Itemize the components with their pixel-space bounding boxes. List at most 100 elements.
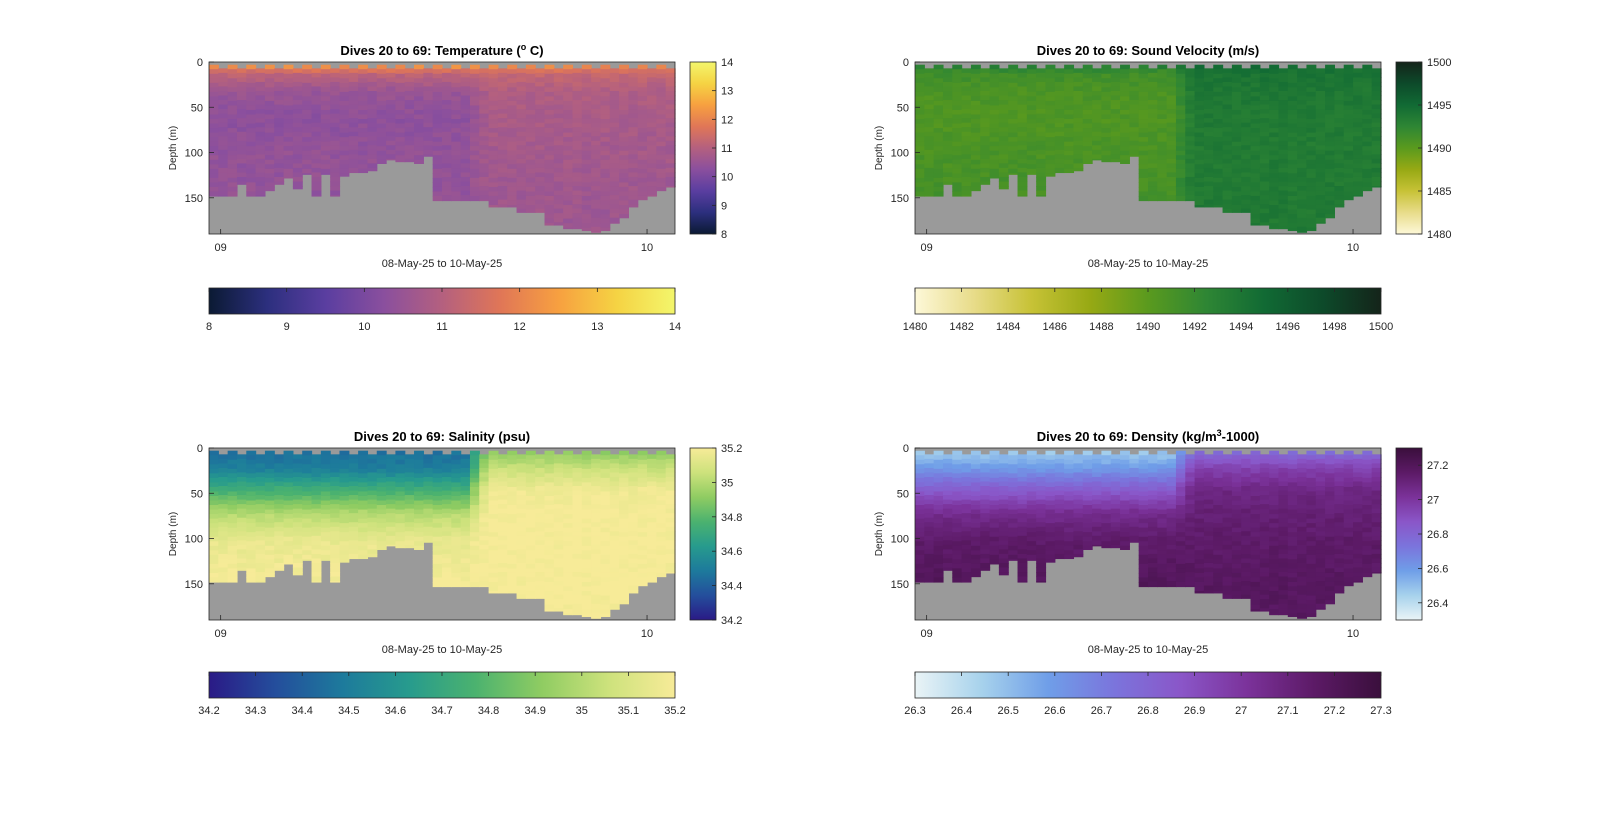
heatmap-cell (312, 127, 322, 132)
heatmap-cell (1232, 133, 1242, 138)
heatmap-cell (293, 150, 303, 155)
heatmap-cell (451, 528, 461, 533)
heatmap-cell (619, 87, 629, 92)
heatmap-cell (582, 460, 592, 465)
heatmap-cell (209, 514, 219, 519)
heatmap-cell (395, 546, 405, 548)
heatmap-cell (563, 101, 573, 106)
heatmap-cell (358, 74, 368, 79)
heatmap-cell (971, 451, 981, 456)
heatmap-cell (246, 110, 256, 115)
heatmap-cell (572, 454, 582, 459)
heatmap-cell (479, 195, 489, 200)
heatmap-cell (367, 123, 377, 128)
heatmap-cell (1223, 204, 1233, 209)
heatmap-cell (1045, 505, 1055, 510)
heatmap-cell (1260, 191, 1270, 196)
heatmap-cell (1176, 164, 1186, 169)
heatmap-cell (647, 481, 657, 486)
heatmap-cell (349, 136, 359, 141)
heatmap-cell (600, 505, 610, 510)
heatmap-cell (943, 68, 953, 73)
heatmap-cell (600, 128, 610, 133)
heatmap-cell (498, 558, 508, 563)
heatmap-cell (1045, 65, 1055, 70)
heatmap-cell (367, 118, 377, 123)
heatmap-cell (582, 101, 592, 106)
heatmap-cell (971, 573, 981, 577)
heatmap-cell (535, 73, 545, 78)
heatmap-cell (971, 491, 981, 496)
heatmap-cell (610, 213, 620, 218)
heatmap-cell (1055, 73, 1065, 78)
heatmap-cell (1036, 527, 1046, 532)
heatmap-cell (312, 518, 322, 523)
heatmap-cell (1055, 105, 1065, 110)
heatmap-cell (1195, 182, 1205, 187)
heatmap-cell (934, 451, 944, 456)
heatmap-cell (666, 531, 676, 536)
heatmap-cell (442, 504, 452, 509)
heatmap-cell (470, 541, 480, 546)
heatmap-cell (943, 150, 953, 155)
heatmap-cell (526, 491, 536, 496)
heatmap-cell (1185, 118, 1195, 123)
heatmap-cell (1055, 150, 1065, 155)
heatmap-cell (1316, 168, 1326, 173)
heatmap-cell (517, 463, 527, 468)
heatmap-cell (1241, 141, 1251, 146)
heatmap-cell (209, 78, 219, 83)
heatmap-cell (545, 160, 555, 165)
heatmap-cell (507, 101, 517, 106)
heatmap-cell (1306, 115, 1316, 120)
heatmap-cell (423, 504, 433, 509)
heatmap-cell (554, 222, 564, 225)
heatmap-cell (554, 82, 564, 87)
heatmap-cell (265, 160, 275, 165)
heatmap-cell (395, 96, 405, 101)
heatmap-cell (1306, 146, 1316, 151)
heatmap-cell (433, 510, 443, 515)
heatmap-cell (600, 478, 610, 483)
heatmap-cell (321, 78, 331, 83)
heatmap-cell (1195, 78, 1205, 83)
heatmap-cell (405, 527, 415, 532)
heatmap-cell (638, 559, 648, 564)
heatmap-cell (638, 69, 648, 74)
heatmap-cell (980, 509, 990, 514)
heatmap-cell (442, 491, 452, 496)
heatmap-cell (1362, 110, 1372, 115)
heatmap-cell (479, 91, 489, 96)
heatmap-cell (990, 146, 1000, 151)
heatmap-cell (498, 95, 508, 100)
heatmap-cell (1055, 477, 1065, 482)
heatmap-cell (312, 159, 322, 164)
heatmap-cell (572, 545, 582, 550)
heatmap-cell (1129, 86, 1139, 91)
heatmap-cell (619, 92, 629, 97)
heatmap-cell (1073, 163, 1083, 168)
heatmap-cell (1297, 204, 1307, 209)
heatmap-cell (498, 463, 508, 468)
heatmap-cell (971, 105, 981, 110)
heatmap-cell (526, 573, 536, 578)
heatmap-cell (999, 527, 1009, 532)
heatmap-cell (999, 91, 1009, 96)
heatmap-cell (293, 181, 303, 186)
heatmap-cell (591, 540, 601, 545)
heatmap-cell (1036, 168, 1046, 173)
heatmap-cell (1195, 124, 1205, 129)
heatmap-cell (395, 87, 405, 92)
heatmap-cell (451, 568, 461, 573)
heatmap-cell (358, 83, 368, 88)
heatmap-cell (943, 567, 953, 570)
heatmap-cell (302, 65, 312, 70)
heatmap-cell (498, 159, 508, 164)
heatmap-cell (423, 491, 433, 496)
heatmap-cell (915, 191, 925, 196)
heatmap-cell (330, 504, 340, 509)
heatmap-cell (591, 554, 601, 559)
heatmap-cell (405, 463, 415, 468)
heatmap-cell (1073, 127, 1083, 132)
heatmap-cell (517, 558, 527, 563)
